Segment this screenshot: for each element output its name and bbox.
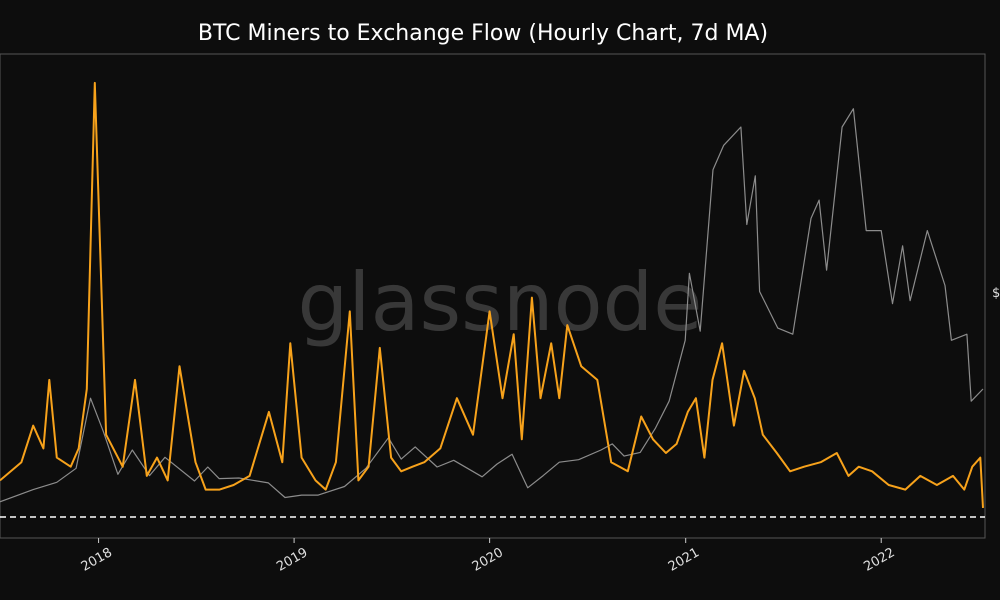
watermark: glassnode xyxy=(297,256,702,349)
flow-series-line xyxy=(0,81,984,508)
chart-title: BTC Miners to Exchange Flow (Hourly Char… xyxy=(198,21,768,46)
price-series-line xyxy=(0,108,984,503)
right-axis-label: $ xyxy=(992,286,1000,301)
x-tick-label: 2020 xyxy=(470,545,506,575)
x-tick-label: 2018 xyxy=(79,545,115,575)
series-layer xyxy=(0,81,984,508)
x-tick-label: 2021 xyxy=(666,545,702,575)
x-tick-label: 2022 xyxy=(861,545,897,575)
plot-frame xyxy=(0,53,986,539)
x-tick-label: 2019 xyxy=(274,545,310,575)
x-axis-ticks: 2018 2019 2020 2021 2022 xyxy=(79,538,898,575)
